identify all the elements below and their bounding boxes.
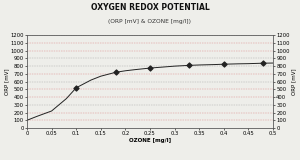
Y-axis label: ORP [mV]: ORP [mV] — [4, 68, 9, 95]
Point — [74, 87, 79, 89]
Point — [113, 71, 118, 74]
X-axis label: OZONE [mg/l]: OZONE [mg/l] — [129, 138, 171, 143]
Text: OXYGEN REDOX POTENTIAL: OXYGEN REDOX POTENTIAL — [91, 3, 209, 12]
Y-axis label: ORP [mV]: ORP [mV] — [291, 68, 296, 95]
Point — [261, 62, 266, 64]
Text: (ORP [mV] & OZONE [mg/l]): (ORP [mV] & OZONE [mg/l]) — [109, 19, 191, 24]
Point — [148, 67, 152, 69]
Point — [187, 64, 192, 67]
Point — [221, 63, 226, 65]
